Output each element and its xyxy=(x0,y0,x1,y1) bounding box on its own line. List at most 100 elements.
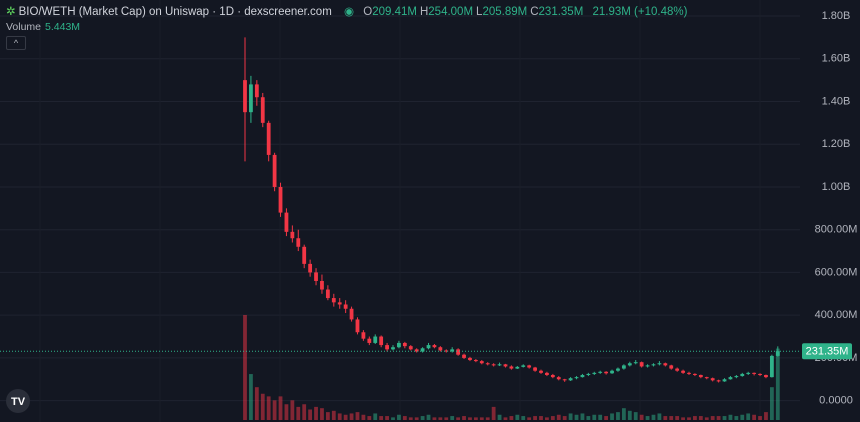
ohlc: O209.41M H254.00M L205.89M C231.35M xyxy=(363,6,586,18)
candle-body xyxy=(462,354,466,358)
candle-body xyxy=(728,377,733,380)
volume-bar xyxy=(249,374,253,420)
ohlc-key: C xyxy=(530,6,539,18)
volume-bar xyxy=(604,416,609,420)
candle-body xyxy=(497,364,502,366)
volume-legend: Volume 5.443M xyxy=(6,21,80,33)
icon: ✲ xyxy=(6,6,16,18)
volume-bar xyxy=(462,416,466,420)
volume-bar xyxy=(266,396,271,420)
volume-bar xyxy=(764,412,768,420)
candle-body xyxy=(243,80,247,113)
volume-bar xyxy=(568,413,573,420)
volume-bar xyxy=(260,393,265,420)
volume-bar xyxy=(491,406,496,420)
volume-bar xyxy=(314,406,318,420)
candle-body xyxy=(284,212,289,232)
y-tick-label: 0.0000 xyxy=(819,395,853,407)
candle-body xyxy=(527,365,532,368)
volume-bar xyxy=(468,417,472,420)
candle-body xyxy=(367,338,372,343)
candle-body xyxy=(740,373,745,377)
ohlc-value: 254.00M xyxy=(428,6,474,18)
volume-bar xyxy=(556,414,561,420)
volume-bar xyxy=(473,417,478,420)
candle-body xyxy=(402,342,407,347)
candle-body xyxy=(479,361,484,364)
candle-body xyxy=(468,357,472,361)
volume-bar xyxy=(243,315,247,420)
y-tick-label: 600.00M xyxy=(815,266,858,278)
ohlc-key: O xyxy=(363,6,373,18)
candle-body xyxy=(716,380,721,382)
logo-text: TV xyxy=(11,396,26,408)
volume-bar xyxy=(645,416,650,420)
candle-body xyxy=(355,319,360,333)
volume-bar xyxy=(331,410,336,420)
candle-body xyxy=(438,347,443,351)
candle-body xyxy=(769,355,774,378)
candle-body xyxy=(545,372,549,375)
candle-body xyxy=(698,374,703,378)
candle-body xyxy=(669,365,674,369)
candle-body xyxy=(746,372,751,374)
candle-body xyxy=(331,298,336,303)
tv-logo[interactable]: TV xyxy=(6,389,30,413)
candle-body xyxy=(491,364,496,366)
volume-bar xyxy=(639,414,644,420)
volume-bar xyxy=(752,414,757,420)
candle-body xyxy=(764,374,768,378)
volume-bar xyxy=(610,413,614,420)
volume-bar xyxy=(627,410,632,420)
y-tick-label: 1.20B xyxy=(822,138,851,150)
volume-bar xyxy=(562,416,567,420)
candle-body xyxy=(325,289,330,299)
volume-bar xyxy=(432,417,437,420)
candle-body xyxy=(391,347,395,350)
volume-bar xyxy=(414,417,419,420)
volume-bar xyxy=(687,417,691,420)
candle-body xyxy=(758,373,762,375)
volume-bar xyxy=(296,406,301,420)
volume-bar xyxy=(302,404,307,420)
candle-body xyxy=(432,345,437,348)
ohlc-value: 231.35M xyxy=(538,6,584,18)
volume-label: Volume xyxy=(6,21,42,33)
volume-bar xyxy=(408,417,413,420)
candle-body xyxy=(379,336,384,346)
ohlc-key: H xyxy=(419,6,429,18)
candle-body xyxy=(361,332,366,339)
candle-body xyxy=(574,377,579,379)
y-tick-label: 1.40B xyxy=(822,95,851,107)
candle-body xyxy=(657,363,662,365)
candle-body xyxy=(580,374,585,378)
volume-bar xyxy=(361,414,366,420)
volume-bar xyxy=(379,416,384,420)
symbol: BIO/WETH (Market Cap) on Uniswap · 1D · … xyxy=(18,6,332,18)
volume-bar xyxy=(515,414,520,420)
status-dot: ◉ xyxy=(344,6,355,18)
volume-bar xyxy=(325,412,330,420)
candle-body xyxy=(687,372,691,374)
y-tick-label: 1.60B xyxy=(822,53,851,65)
volume-bar xyxy=(693,416,697,420)
volume-bar xyxy=(337,413,342,420)
candle-body xyxy=(675,368,680,371)
candle-body xyxy=(681,370,685,373)
volume-value: 5.443M xyxy=(45,21,81,33)
candle-body xyxy=(710,378,715,381)
candle-body xyxy=(444,350,449,352)
candle-body xyxy=(509,366,514,369)
collapse-button[interactable]: ^ xyxy=(6,36,26,50)
volume-bar xyxy=(681,417,685,420)
candle-body xyxy=(450,349,455,352)
candle-body xyxy=(456,349,461,355)
candle-body xyxy=(610,370,614,374)
legend: ✲ BIO/WETH (Market Cap) on Uniswap · 1D ·… xyxy=(6,4,690,18)
volume-bar xyxy=(722,416,727,420)
volume-bar xyxy=(503,417,508,420)
volume-bar xyxy=(616,412,620,420)
candle-body xyxy=(539,370,543,373)
volume-bar xyxy=(272,400,277,420)
